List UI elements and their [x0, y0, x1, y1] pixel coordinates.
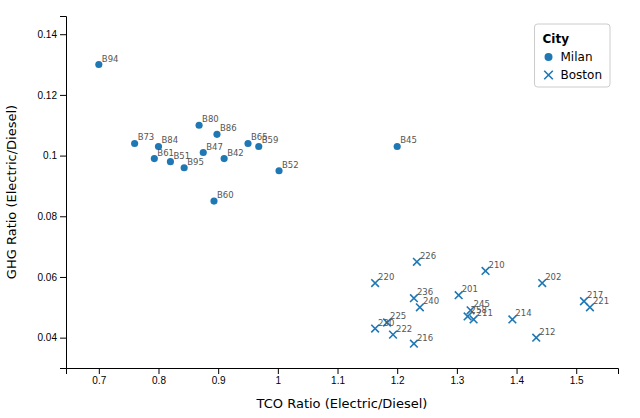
x-tick-label: 1.2 [391, 375, 405, 386]
point-label: 211 [477, 308, 493, 318]
x-tick-label: 0.9 [212, 375, 226, 386]
point-label: B94 [102, 54, 119, 64]
y-tick-mark [60, 95, 66, 96]
x-axis-line [67, 369, 619, 375]
x-tick-label: 1.5 [570, 375, 584, 386]
x-tick-mark [457, 368, 458, 374]
y-axis-title: GHG Ratio (Electric/Diesel) [4, 105, 19, 279]
legend-symbol [545, 53, 553, 61]
x-tick: 0.8 [152, 368, 166, 386]
x-tick-label: 1.4 [510, 375, 524, 386]
point-label: 221 [593, 296, 609, 306]
legend-frame [535, 24, 610, 87]
series-1 [371, 258, 593, 348]
y-tick-label: 0.06 [38, 272, 58, 283]
x-tick-mark [158, 368, 159, 374]
point-label: 226 [420, 251, 436, 261]
point-label: 201 [462, 284, 478, 294]
point-label: B84 [161, 135, 178, 145]
y-tick: 0.14 [38, 29, 66, 40]
x-tick: 0.7 [92, 368, 106, 386]
y-axis: 0.04 0.06 0.08 0.1 0.12 0.14 [38, 17, 67, 369]
point-label: B47 [206, 142, 223, 152]
point-label: B80 [202, 114, 219, 124]
x-tick-mark [338, 368, 339, 374]
x-tick-mark [278, 368, 279, 374]
points [95, 61, 594, 348]
point-label: 214 [515, 308, 531, 318]
y-tick-label: 0.12 [38, 90, 58, 101]
point-labels: B94B73B84B61B51B95B80B86B47B42B65B59B60B… [102, 54, 609, 343]
x-tick: 1.2 [391, 368, 405, 386]
x-axis: 0.7 0.8 0.9 1 1.1 1.2 1.3 1.4 1.5 [67, 368, 619, 386]
x-tick-mark [218, 368, 219, 374]
y-tick: 0.06 [38, 272, 66, 283]
point-label: B59 [262, 135, 279, 145]
legend-entry: Milan [561, 50, 593, 64]
point-label: 202 [545, 272, 561, 282]
y-tick: 0.08 [38, 211, 66, 222]
legend-entry: Boston [561, 68, 602, 82]
point-label: 212 [539, 327, 555, 337]
point-label: 216 [417, 333, 433, 343]
y-tick-mark [60, 338, 66, 339]
x-tick-label: 1 [276, 375, 282, 386]
y-tick-label: 0.1 [43, 150, 57, 161]
point-label: B45 [400, 135, 417, 145]
point-label: B86 [220, 123, 237, 133]
x-tick-mark [517, 368, 518, 374]
y-tick-mark [60, 277, 66, 278]
x-tick: 0.9 [212, 368, 226, 386]
y-tick-mark [60, 216, 66, 217]
series-0 [95, 61, 401, 205]
point-label: 240 [423, 296, 439, 306]
legend: City Milan Boston [535, 24, 610, 87]
x-tick-label: 0.7 [92, 375, 106, 386]
x-tick: 1 [276, 368, 282, 386]
point-label: 225 [390, 311, 406, 321]
legend-marker [544, 71, 553, 80]
x-tick-mark [397, 368, 398, 374]
x-tick-label: 1.1 [331, 375, 345, 386]
point-label: 220 [378, 272, 394, 282]
x-tick: 1.1 [331, 368, 345, 386]
x-axis-title: TCO Ratio (Electric/Diesel) [256, 396, 428, 411]
y-tick: 0.12 [38, 90, 66, 101]
y-tick-mark [60, 156, 66, 157]
legend-marker [545, 53, 553, 61]
point-label: B61 [157, 148, 174, 158]
legend-symbol [544, 71, 553, 80]
x-tick-label: 0.8 [152, 375, 166, 386]
point-label: 222 [396, 324, 412, 334]
point-label: 210 [489, 260, 505, 270]
x-tick-mark [99, 368, 100, 374]
x-tick: 1.4 [510, 368, 524, 386]
y-tick: 0.04 [38, 332, 66, 343]
plot: 0.7 0.8 0.9 1 1.1 1.2 1.3 1.4 1.5 0.04 0.06 0.08 0.1… [4, 17, 619, 412]
y-tick-label: 0.14 [38, 29, 58, 40]
point-label: B42 [227, 148, 244, 158]
y-tick-label: 0.04 [38, 332, 58, 343]
x-tick-mark [576, 368, 577, 374]
x-tick-label: 1.3 [450, 375, 464, 386]
y-tick-mark [60, 34, 66, 35]
point-label: B52 [282, 160, 299, 170]
y-tick: 0.1 [43, 150, 66, 161]
point-label: B73 [138, 132, 155, 142]
legend-title: City [543, 32, 570, 46]
point-label: B95 [187, 157, 204, 167]
x-tick: 1.3 [450, 368, 464, 386]
point-label: B60 [217, 190, 234, 200]
x-tick: 1.5 [570, 368, 584, 386]
y-tick-label: 0.08 [38, 211, 58, 222]
chart: 0.7 0.8 0.9 1 1.1 1.2 1.3 1.4 1.5 0.04 0.06 0.08 0.1… [0, 0, 640, 418]
y-axis-line [60, 17, 67, 369]
